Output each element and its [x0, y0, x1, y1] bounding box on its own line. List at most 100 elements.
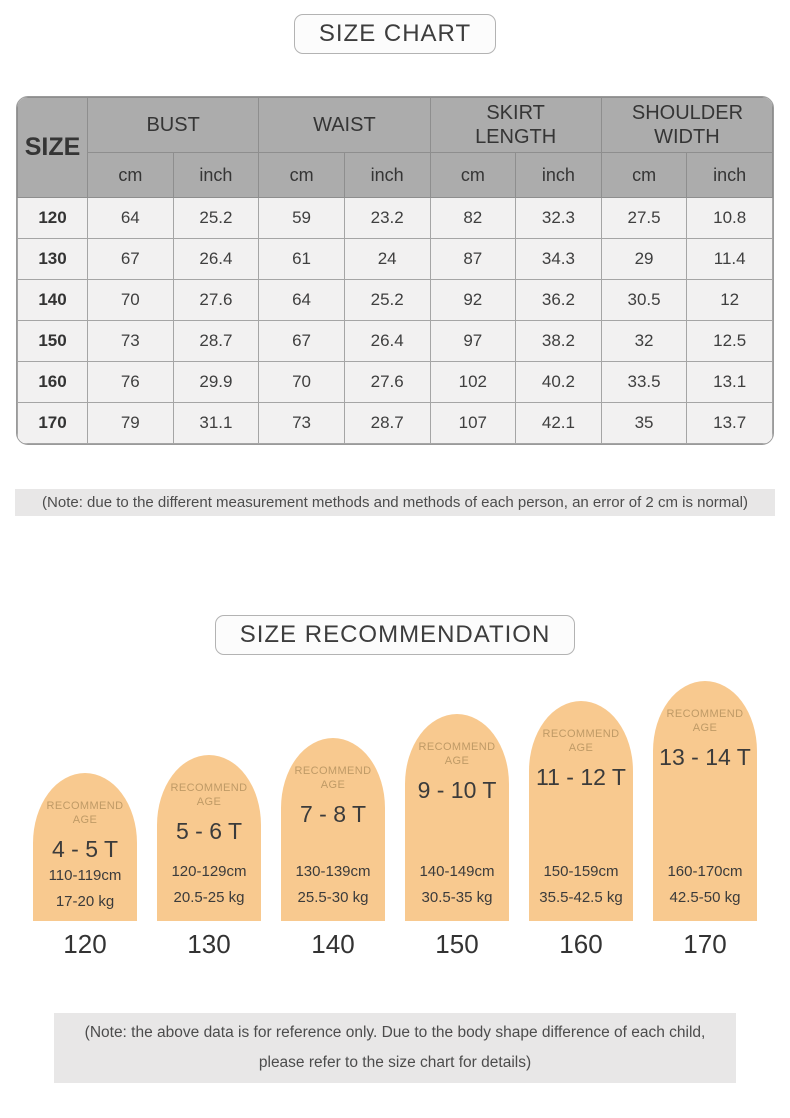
- recommendation-item-140: RECOMMEND AGE 7 - 8 T 130-139cm 25.5-30 …: [281, 738, 385, 961]
- value-cell: 29.9: [172, 361, 260, 403]
- bust-group-header: BUST: [86, 97, 260, 153]
- recommendation-bubble: RECOMMEND AGE 5 - 6 T 120-129cm 20.5-25 …: [157, 755, 261, 921]
- table-row: 160 76 29.9 70 27.6 102 40.2 33.5 13.1: [17, 361, 773, 403]
- shoulder-width-group-header: SHOULDER WIDTH: [600, 97, 773, 153]
- unit-header: inch: [172, 152, 260, 198]
- value-cell: 24: [343, 238, 431, 280]
- value-cell: 13.7: [686, 402, 773, 444]
- value-cell: 35: [600, 402, 688, 444]
- size-recommendation-title: SIZE RECOMMENDATION: [239, 621, 551, 648]
- height-range: 110-119cm: [48, 867, 122, 884]
- size-cell: 160: [17, 361, 88, 403]
- bust-group-label: BUST: [146, 114, 200, 136]
- measurement-note: (Note: due to the different measurement …: [15, 489, 775, 516]
- measurement-ranges: 130-139cm 25.5-30 kg: [287, 859, 379, 911]
- recommendation-bubble: RECOMMEND AGE 11 - 12 T 150-159cm 35.5-4…: [529, 701, 633, 921]
- value-cell: 32.3: [515, 197, 602, 239]
- size-cell: 130: [17, 238, 88, 280]
- measurement-ranges: 110-119cm 17-20 kg: [39, 863, 131, 915]
- height-range: 160-170cm: [667, 863, 743, 880]
- height-range: 150-159cm: [543, 863, 619, 880]
- size-label: 130: [187, 929, 231, 959]
- value-cell: 27.6: [343, 361, 431, 403]
- age-range: 5 - 6 T: [175, 818, 243, 844]
- shoulder-width-group-label: SHOULDER WIDTH: [631, 102, 744, 148]
- measurement-ranges: 150-159cm 35.5-42.5 kg: [535, 859, 627, 911]
- waist-group-header: WAIST: [258, 97, 431, 153]
- size-chart-title-badge: SIZE CHART: [293, 14, 497, 54]
- recommend-age-label: RECOMMEND AGE: [46, 800, 124, 826]
- weight-range: 25.5-30 kg: [297, 889, 369, 906]
- height-range: 120-129cm: [171, 863, 247, 880]
- value-cell: 31.1: [172, 402, 260, 444]
- weight-range: 17-20 kg: [55, 893, 115, 910]
- size-chart-table: SIZE BUST WAIST SKIRT LENGTH SHOULDER WI…: [17, 97, 773, 444]
- weight-range: 35.5-42.5 kg: [539, 889, 623, 906]
- unit-header: inch: [686, 152, 773, 198]
- value-cell: 61: [258, 238, 345, 280]
- unit-header: cm: [87, 152, 174, 198]
- age-range: 4 - 5 T: [51, 836, 119, 862]
- recommendation-item-170: RECOMMEND AGE 13 - 14 T 160-170cm 42.5-5…: [653, 681, 757, 961]
- value-cell: 67: [87, 238, 174, 280]
- value-cell: 70: [258, 361, 345, 403]
- recommendation-item-150: RECOMMEND AGE 9 - 10 T 140-149cm 30.5-35…: [405, 714, 509, 961]
- value-cell: 38.2: [515, 320, 602, 362]
- value-cell: 25.2: [172, 197, 260, 239]
- value-cell: 107: [429, 402, 517, 444]
- value-cell: 73: [258, 402, 345, 444]
- value-cell: 42.1: [515, 402, 602, 444]
- value-cell: 70: [87, 279, 174, 321]
- size-recommendation-title-badge: SIZE RECOMMENDATION: [214, 615, 576, 655]
- size-label: 140: [311, 929, 355, 959]
- value-cell: 67: [258, 320, 345, 362]
- value-cell: 92: [429, 279, 517, 321]
- recommend-age-label: RECOMMEND AGE: [170, 782, 248, 808]
- recommendation-item-120: RECOMMEND AGE 4 - 5 T 110-119cm 17-20 kg…: [33, 773, 137, 961]
- value-cell: 33.5: [600, 361, 688, 403]
- size-cell: 140: [17, 279, 88, 321]
- recommend-age-label: RECOMMEND AGE: [294, 765, 372, 791]
- value-cell: 30.5: [600, 279, 688, 321]
- value-cell: 32: [600, 320, 688, 362]
- size-column-header: SIZE: [17, 97, 88, 198]
- value-cell: 97: [429, 320, 517, 362]
- size-label: 160: [559, 929, 603, 959]
- age-range: 9 - 10 T: [417, 777, 497, 803]
- unit-header: cm: [258, 152, 345, 198]
- value-cell: 73: [87, 320, 174, 362]
- recommendation-bubble: RECOMMEND AGE 13 - 14 T 160-170cm 42.5-5…: [653, 681, 757, 921]
- recommendation-item-160: RECOMMEND AGE 11 - 12 T 150-159cm 35.5-4…: [529, 701, 633, 961]
- value-cell: 64: [87, 197, 174, 239]
- value-cell: 102: [429, 361, 517, 403]
- value-cell: 25.2: [343, 279, 431, 321]
- size-chart-title: SIZE CHART: [318, 20, 472, 47]
- unit-header: inch: [515, 152, 602, 198]
- value-cell: 29: [600, 238, 688, 280]
- value-cell: 28.7: [343, 402, 431, 444]
- value-cell: 13.1: [686, 361, 773, 403]
- value-cell: 76: [87, 361, 174, 403]
- value-cell: 27.6: [172, 279, 260, 321]
- measurement-ranges: 120-129cm 20.5-25 kg: [163, 859, 255, 911]
- value-cell: 12.5: [686, 320, 773, 362]
- unit-header: cm: [600, 152, 688, 198]
- weight-range: 20.5-25 kg: [173, 889, 245, 906]
- value-cell: 34.3: [515, 238, 602, 280]
- size-label: 170: [683, 929, 727, 959]
- value-cell: 36.2: [515, 279, 602, 321]
- value-cell: 28.7: [172, 320, 260, 362]
- skirt-length-group-header: SKIRT LENGTH: [429, 97, 602, 153]
- value-cell: 40.2: [515, 361, 602, 403]
- size-cell: 170: [17, 402, 88, 444]
- recommendation-item-130: RECOMMEND AGE 5 - 6 T 120-129cm 20.5-25 …: [157, 755, 261, 961]
- unit-header: cm: [429, 152, 517, 198]
- value-cell: 27.5: [600, 197, 688, 239]
- size-cell: 150: [17, 320, 88, 362]
- size-chart-table-container: SIZE BUST WAIST SKIRT LENGTH SHOULDER WI…: [16, 96, 774, 445]
- age-range: 11 - 12 T: [536, 764, 626, 790]
- size-label: 150: [435, 929, 479, 959]
- table-row: 150 73 28.7 67 26.4 97 38.2 32 12.5: [17, 320, 773, 362]
- measurement-ranges: 160-170cm 42.5-50 kg: [659, 859, 751, 911]
- value-cell: 26.4: [343, 320, 431, 362]
